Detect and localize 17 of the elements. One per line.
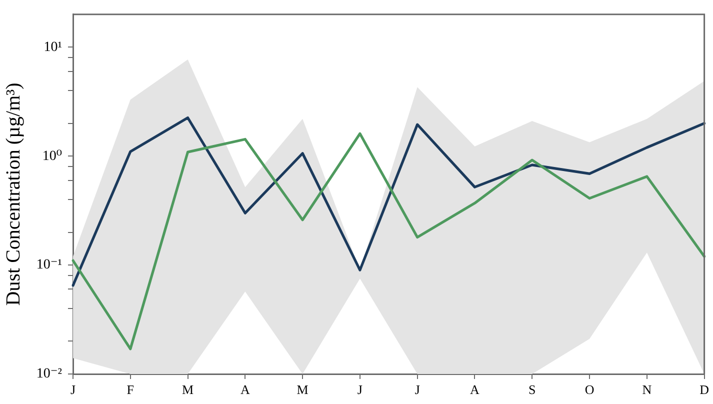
- x-tick-label: A: [470, 382, 480, 398]
- x-tick-label: M: [182, 382, 194, 398]
- x-tick-label: M: [296, 382, 309, 398]
- y-tick-label: 10⁰: [42, 148, 62, 164]
- x-tick-label: A: [240, 382, 250, 398]
- x-tick-label: J: [414, 382, 420, 398]
- y-tick-label: 10⁻²: [36, 366, 62, 382]
- y-axis-title: Dust Concentration (µg/m³): [2, 82, 24, 306]
- x-tick-label: O: [584, 382, 594, 398]
- x-tick-label: J: [357, 382, 362, 398]
- y-tick-label: 10⁻¹: [36, 258, 62, 273]
- x-tick-label: S: [528, 382, 536, 398]
- x-tick-label: D: [700, 382, 709, 398]
- y-tick-label: 10¹: [44, 40, 62, 55]
- x-tick-label: J: [70, 382, 76, 398]
- x-tick-label: N: [642, 382, 652, 398]
- x-tick-label: F: [126, 382, 134, 398]
